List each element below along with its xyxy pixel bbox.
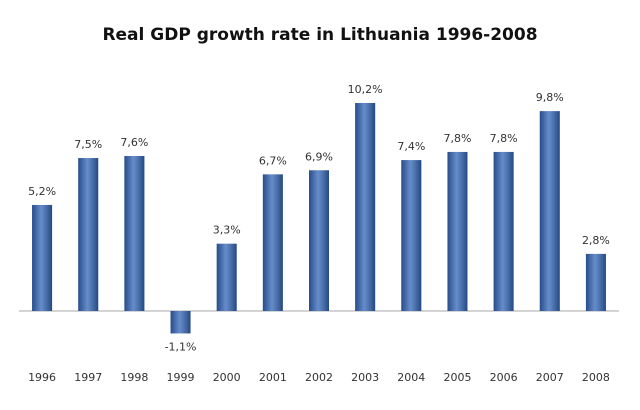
x-tick-label: 2001 bbox=[259, 371, 287, 384]
bar-shade bbox=[447, 151, 468, 311]
value-label: 9,8% bbox=[536, 91, 564, 104]
bar-shade bbox=[124, 156, 145, 311]
value-label: 2,8% bbox=[582, 234, 610, 247]
bar-shade bbox=[539, 111, 560, 311]
x-tick-label: 1996 bbox=[28, 371, 56, 384]
value-label: 7,8% bbox=[443, 132, 471, 145]
x-tick-label: 2000 bbox=[213, 371, 241, 384]
value-label: 10,2% bbox=[348, 83, 383, 96]
value-label: 6,7% bbox=[259, 154, 287, 167]
value-label: 7,8% bbox=[490, 132, 518, 145]
bar-shade bbox=[309, 170, 329, 311]
bar-shade bbox=[78, 158, 99, 311]
x-tick-label: 2008 bbox=[582, 371, 610, 384]
bar-shade bbox=[585, 253, 606, 311]
bar-shade bbox=[170, 311, 191, 334]
chart-title: Real GDP growth rate in Lithuania 1996-2… bbox=[102, 25, 537, 45]
bar-shade bbox=[216, 243, 237, 311]
value-label: 3,3% bbox=[213, 224, 241, 237]
value-label: -1,1% bbox=[165, 340, 197, 353]
x-tick-label: 2003 bbox=[351, 371, 379, 384]
value-label: 7,5% bbox=[74, 138, 102, 151]
x-tick-label: 1999 bbox=[167, 371, 195, 384]
x-tick-label: 2006 bbox=[490, 371, 518, 384]
value-label: 6,9% bbox=[305, 150, 333, 163]
x-tick-label: 2004 bbox=[397, 371, 425, 384]
bar-shade bbox=[262, 174, 283, 311]
x-tick-label: 1998 bbox=[120, 371, 148, 384]
bar-shade bbox=[32, 204, 53, 311]
x-tick-label: 2002 bbox=[305, 371, 333, 384]
bar-shade bbox=[493, 151, 514, 311]
value-label: 7,4% bbox=[397, 140, 425, 153]
x-tick-label: 1997 bbox=[74, 371, 102, 384]
value-label: 7,6% bbox=[120, 136, 148, 149]
x-tick-label: 2005 bbox=[443, 371, 471, 384]
value-label: 5,2% bbox=[28, 185, 56, 198]
bar-shade bbox=[401, 160, 422, 311]
x-tick-label: 2007 bbox=[536, 371, 564, 384]
bar-shade bbox=[355, 103, 376, 311]
